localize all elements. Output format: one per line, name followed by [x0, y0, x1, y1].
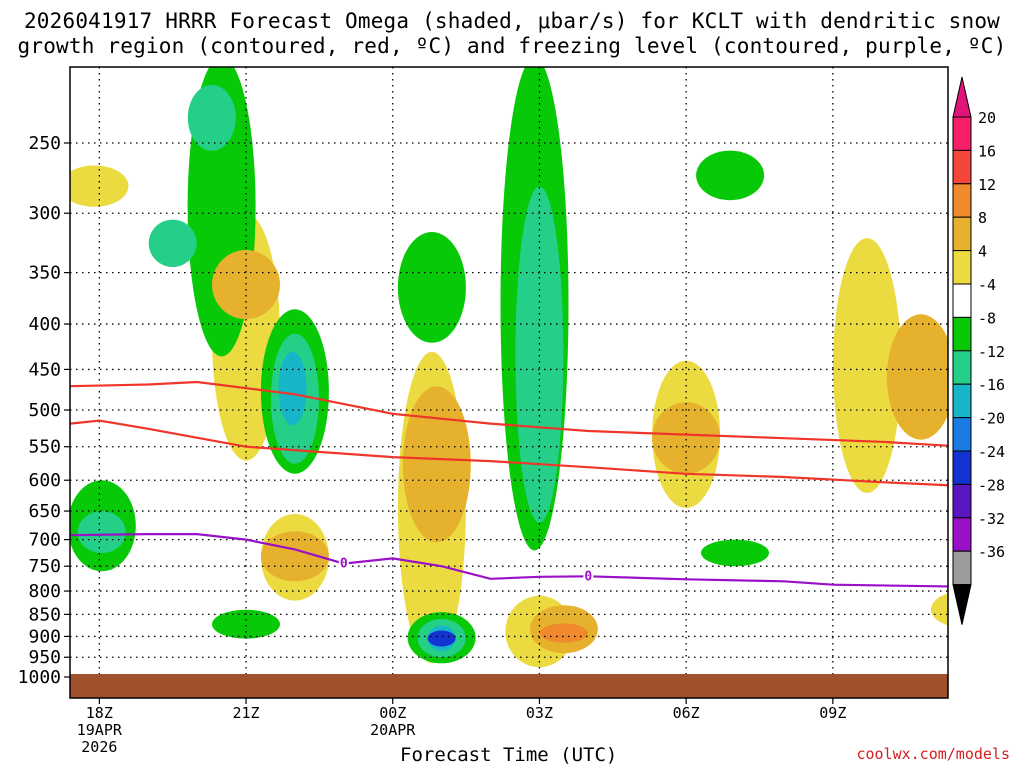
x-tick-label-03Z: 03Z	[526, 704, 553, 722]
y-tick-label-800: 800	[28, 581, 61, 602]
colorbar-label--20: -20	[978, 410, 1005, 428]
freezing-label-bg	[338, 554, 349, 570]
y-tick-label-250: 250	[28, 133, 61, 154]
freezing-level-contour	[70, 532, 948, 588]
colorbar-swatch-9	[952, 417, 972, 452]
colorbar-swatch-1	[952, 149, 972, 185]
y-tick-label-650: 650	[28, 501, 61, 522]
colorbar-label--24: -24	[978, 443, 1005, 461]
freezing-level-label: 0	[340, 557, 348, 572]
omega-region-8-17	[212, 250, 280, 320]
y-tick-label-1000: 1000	[18, 667, 61, 688]
colorbar-label--12: -12	[978, 343, 1005, 361]
x-date-label: 20APR	[370, 721, 416, 739]
x-axis-title: Forecast Time (UTC)	[400, 744, 618, 766]
terrain-band	[70, 674, 948, 698]
omega-region-12-29	[539, 623, 588, 643]
y-tick-label-850: 850	[28, 604, 61, 625]
omega-region--24-32	[427, 630, 456, 647]
colorbar-swatch-7	[952, 350, 972, 385]
freezing-level-label: 0	[584, 569, 592, 584]
colorbar-swatch-3	[952, 216, 972, 252]
grid	[70, 67, 948, 698]
colorbar-swatch-13	[952, 550, 972, 586]
dgz-contour	[70, 380, 948, 447]
colorbar: 20 16 12 8 4 -4 -8 -12 -16 -20 -24 -28 -32 -36	[952, 76, 1005, 625]
x-date-label: 19APR	[77, 721, 123, 739]
omega-region--12-24	[148, 219, 197, 267]
colorbar-swatch-2	[952, 183, 972, 218]
y-tick-label-450: 450	[28, 359, 61, 380]
x-tick-label-21Z: 21Z	[232, 704, 259, 722]
y-tick-label-350: 350	[28, 263, 61, 284]
y-tick-label-600: 600	[28, 470, 61, 491]
omega-region-4-5	[833, 238, 902, 493]
colorbar-label--8: -8	[978, 309, 996, 327]
colorbar-label--32: -32	[978, 510, 1005, 528]
omega-region--8-14	[212, 609, 280, 639]
colorbar-swatch-12	[952, 517, 972, 552]
x-year-label: 2026	[81, 738, 117, 756]
y-tick-label-550: 550	[28, 437, 61, 458]
colorbar-label--36: -36	[978, 543, 1005, 561]
omega-shading	[70, 67, 948, 668]
colorbar-label-12: 12	[978, 176, 996, 194]
y-tick-label-900: 900	[28, 626, 61, 647]
contours: 00	[70, 380, 948, 588]
colorbar-top-arrow	[952, 76, 972, 118]
colorbar-label--16: -16	[978, 376, 1005, 394]
plot-frame	[69, 66, 949, 699]
y-tick-label-500: 500	[28, 400, 61, 421]
colorbar-swatch-4	[952, 250, 972, 285]
x-tick-label-06Z: 06Z	[673, 704, 700, 722]
omega-region-8-22	[886, 314, 948, 440]
omega-region--12-23	[187, 84, 236, 151]
terrain	[70, 674, 948, 698]
colorbar-label-16: 16	[978, 142, 996, 160]
omega-region-4-7	[930, 593, 948, 626]
chart-title-line-1: 2026041917 HRRR Forecast Omega (shaded, …	[23, 9, 1001, 33]
dgz-contour	[70, 419, 948, 487]
colorbar-swatch-11	[952, 483, 972, 519]
colorbar-swatch-6	[952, 316, 972, 352]
x-tick-label-00Z: 00Z	[379, 704, 406, 722]
colorbar-label--28: -28	[978, 476, 1005, 494]
omega-region--8-12	[696, 150, 765, 201]
omega-region-8-21	[652, 402, 721, 474]
chart-title-line-2: growth region (contoured, red, ºC) and f…	[17, 34, 1007, 58]
omega-region-4-6	[70, 165, 129, 207]
colorbar-label-4: 4	[978, 243, 987, 261]
omega-region-8-18	[402, 386, 471, 543]
y-axis: 2503003504004505005506006507007508008509…	[18, 133, 70, 688]
y-tick-label-400: 400	[28, 314, 61, 335]
omega-region-8-19	[260, 531, 329, 582]
colorbar-swatch-10	[952, 450, 972, 485]
omega-region--8-15	[701, 539, 769, 567]
colorbar-label-20: 20	[978, 109, 996, 127]
y-tick-label-750: 750	[28, 556, 61, 577]
colorbar-bottom-arrow	[952, 584, 972, 625]
freezing-label-bg	[583, 567, 594, 583]
omega-region--16-30	[278, 351, 307, 426]
y-tick-label-700: 700	[28, 530, 61, 551]
y-tick-label-300: 300	[28, 203, 61, 224]
colorbar-swatch-0	[952, 116, 972, 151]
colorbar-label--4: -4	[978, 276, 996, 294]
omega-region--12-27	[77, 511, 126, 554]
colorbar-swatch-5	[952, 283, 972, 318]
y-tick-label-950: 950	[28, 647, 61, 668]
omega-region--12-26	[515, 186, 564, 523]
site-credit[interactable]: coolwx.com/models	[856, 745, 1010, 763]
x-tick-label-09Z: 09Z	[819, 704, 846, 722]
omega-region--8-11	[397, 232, 466, 343]
colorbar-label-8: 8	[978, 209, 987, 227]
x-tick-label-18Z: 18Z	[86, 704, 113, 722]
colorbar-swatch-8	[952, 383, 972, 419]
